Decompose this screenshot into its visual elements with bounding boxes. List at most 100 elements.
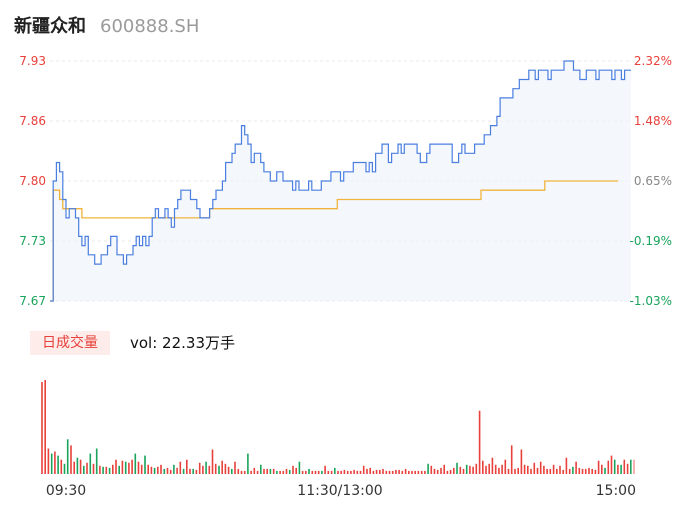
volume-bar	[285, 468, 288, 474]
volume-bar	[205, 461, 207, 474]
volume-bar	[89, 453, 92, 474]
volume-bar	[102, 466, 104, 474]
volume-bar	[504, 459, 507, 474]
price-line	[50, 60, 631, 302]
volume-bar	[559, 465, 561, 474]
volume-bar	[449, 469, 452, 474]
volume-bar	[243, 470, 246, 474]
volume-bar	[54, 451, 56, 474]
volume-bar	[173, 464, 175, 474]
volume-bar	[546, 468, 548, 474]
time-tick-label: 11:30/13:00	[297, 483, 382, 499]
volume-bar	[157, 466, 159, 474]
volume-bar	[372, 470, 375, 474]
time-tick-label: 09:30	[46, 483, 86, 499]
volume-bar	[112, 464, 114, 474]
volume-bar	[266, 468, 268, 474]
volume-bar	[198, 462, 201, 474]
volume-bar	[610, 455, 613, 474]
volume-bar	[92, 463, 95, 474]
volume-bar	[427, 463, 429, 474]
percent-tick-label: 1.48%	[634, 114, 672, 128]
volume-bar	[166, 467, 169, 474]
volume-bar	[391, 470, 394, 474]
volume-bar	[163, 468, 166, 474]
volume-bar	[237, 468, 240, 474]
volume-bar	[356, 470, 359, 474]
volume-bar	[195, 469, 198, 474]
volume-bar	[137, 461, 140, 474]
volume-bar	[498, 467, 500, 474]
volume-bar	[211, 449, 214, 474]
volume-bar	[321, 470, 323, 474]
volume-bar	[276, 470, 278, 474]
volume-bar	[501, 464, 503, 474]
volume-bar	[234, 461, 236, 474]
volume-bar	[533, 462, 536, 474]
volume-bar	[440, 467, 442, 474]
volume-bar	[292, 465, 294, 474]
volume-bar	[47, 448, 50, 474]
volume-bar	[269, 468, 272, 474]
volume-bar	[578, 467, 581, 474]
volume-bar	[124, 461, 127, 474]
volume-bar	[334, 467, 336, 474]
volume-bar	[99, 465, 101, 474]
volume-bar	[482, 460, 484, 474]
volume-bar	[359, 470, 362, 474]
volume-bar	[337, 470, 339, 474]
volume-bar	[472, 466, 474, 474]
average-price-line	[50, 180, 619, 302]
percent-tick-label: -1.03%	[630, 294, 672, 308]
volume-bar	[591, 468, 593, 474]
volume-bar	[414, 470, 416, 474]
volume-bar	[202, 465, 204, 474]
volume-bar	[169, 469, 172, 474]
volume-bar	[240, 470, 243, 474]
volume-bar	[118, 465, 120, 474]
volume-bar	[607, 460, 610, 474]
volume-tag[interactable]: 日成交量	[30, 331, 110, 355]
volume-bar	[350, 470, 352, 474]
volume-bar	[362, 465, 365, 474]
volume-bar	[594, 469, 597, 474]
volume-bar	[395, 469, 397, 474]
volume-bar	[404, 468, 407, 474]
volume-bar	[73, 461, 75, 474]
volume-bar	[494, 464, 497, 474]
volume-bar	[630, 459, 632, 474]
stock-name: 新疆众和	[14, 16, 86, 37]
volume-bar	[597, 460, 600, 474]
volume-bar	[469, 465, 471, 474]
volume-panel	[41, 380, 635, 474]
volume-bar	[330, 470, 333, 474]
volume-bar	[253, 467, 256, 474]
volume-bar	[613, 459, 616, 474]
volume-bar	[443, 464, 445, 474]
volume-bar	[311, 470, 314, 474]
volume-bar	[260, 464, 262, 474]
volume-bar	[263, 468, 265, 474]
volume-bar	[575, 461, 577, 474]
volume-bar	[176, 467, 178, 474]
volume-label: vol: 22.33万手	[130, 334, 235, 352]
volume-bar	[179, 461, 182, 474]
volume-bar	[436, 469, 439, 474]
volume-bar	[411, 470, 413, 474]
volume-bar	[105, 466, 108, 474]
percent-tick-label: 0.65%	[634, 174, 672, 188]
volume-bar	[379, 469, 381, 474]
volume-bar	[153, 467, 156, 474]
volume-bar	[115, 459, 117, 474]
volume-bar	[83, 465, 85, 474]
volume-bar	[121, 460, 124, 474]
volume-bar	[70, 445, 72, 474]
volume-bar	[131, 459, 133, 474]
volume-bar	[520, 449, 523, 474]
time-axis: 09:30 11:30/13:00 15:00	[46, 483, 636, 499]
volume-bar	[256, 470, 259, 474]
volume-bar	[375, 469, 378, 474]
volume-bar	[298, 461, 301, 474]
volume-bar	[417, 470, 420, 474]
volume-bar	[388, 470, 391, 474]
